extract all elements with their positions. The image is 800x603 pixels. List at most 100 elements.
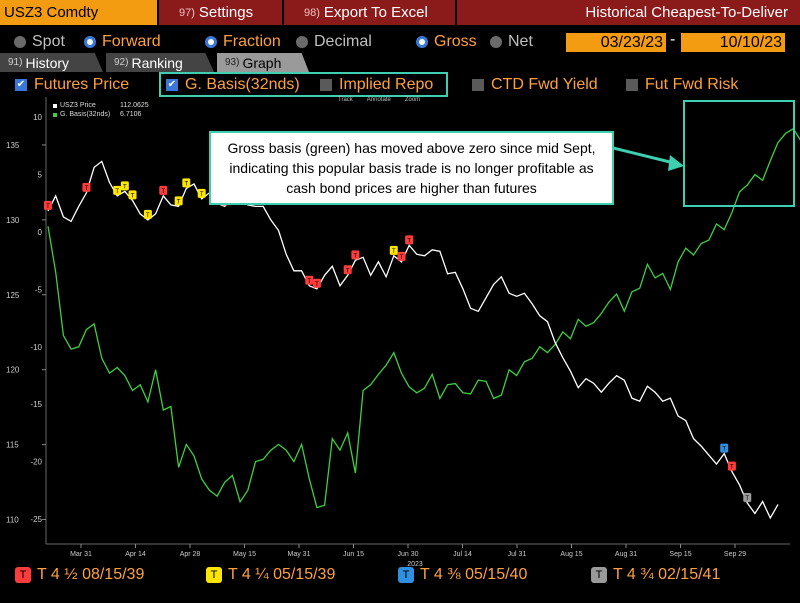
ctd-marker — [143, 209, 152, 219]
function-title-label: Historical Cheapest-To-Deliver — [585, 4, 788, 21]
ctd-marker-label: T — [161, 189, 165, 195]
ctd-chart[interactable]: 110 115 120 125 130 135 10 5 0 -5 -10 -15 -20 -25 Mar … — [0, 97, 800, 567]
radio-net-indicator — [490, 36, 502, 48]
ctd-marker-label: T — [407, 238, 411, 244]
radio-net[interactable]: Net — [490, 31, 533, 53]
settings-button[interactable]: 97) Settings — [157, 0, 282, 25]
basis-tick-label: 5 — [38, 171, 43, 180]
annotation-text: Gross basis (green) has moved above zero… — [227, 140, 596, 196]
ctd-marker — [351, 250, 360, 260]
x-tick-label: Aug 31 — [615, 551, 637, 558]
legend-name: USZ3 Price — [60, 102, 96, 109]
ctd-marker-label: T — [315, 282, 319, 288]
x-tick-label: Apr 28 — [180, 551, 201, 558]
tab-ranking-label: Ranking — [131, 54, 183, 71]
checkbox-ctd-fwd-yield[interactable]: CTD Fwd Yield — [472, 75, 598, 95]
ctd-marker — [405, 235, 414, 245]
annotation-callout: Gross basis (green) has moved above zero… — [209, 131, 614, 205]
export-number: 98) — [304, 6, 320, 19]
x-year-label: 2023 — [407, 561, 423, 567]
radio-decimal[interactable]: Decimal — [296, 31, 372, 53]
radio-gross[interactable]: Gross — [416, 31, 477, 53]
start-date-field[interactable]: 03/23/23 — [566, 33, 666, 52]
legend-value: 112.0625 — [120, 102, 149, 109]
tab-history[interactable]: 91) History — [0, 53, 103, 72]
options-row: Spot Forward Fraction Decimal Gross Net … — [0, 31, 800, 53]
price-tick-label: 130 — [6, 216, 20, 225]
export-label: Export To Excel — [323, 4, 428, 21]
radio-forward[interactable]: Forward — [84, 31, 161, 53]
checkbox-implied-repo[interactable]: Implied Repo — [320, 75, 433, 95]
security-ticker[interactable]: USZ3 Comdty — [0, 0, 157, 25]
settings-label: Settings — [198, 4, 254, 21]
radio-gross-label: Gross — [434, 33, 477, 50]
export-to-excel-button[interactable]: 98) Export To Excel — [282, 0, 455, 25]
settings-number: 97) — [179, 6, 195, 19]
x-tick-label: Aug 15 — [560, 551, 582, 558]
ctd-marker-label: T — [46, 204, 50, 210]
radio-forward-indicator — [84, 36, 96, 48]
ctd-marker-label: T — [307, 279, 311, 285]
price-tick-label: 125 — [6, 291, 20, 300]
checkbox-gross-basis[interactable]: ✔ G. Basis(32nds) — [166, 75, 300, 95]
ctd-marker-label: T — [146, 213, 150, 219]
bond-legend-name: T 4 ⅜ 05/15/40 — [420, 566, 528, 583]
x-tick-label: Jun 15 — [343, 551, 364, 558]
checkbox-gross-basis-label: G. Basis(32nds) — [185, 76, 300, 93]
unchecked-box-icon — [320, 79, 332, 91]
basis-tick-label: 10 — [33, 113, 42, 122]
ctd-marker-label: T — [722, 447, 726, 453]
basis-tick-label: -25 — [30, 515, 42, 524]
legend-value: 6.7106 — [120, 111, 142, 118]
ctd-marker — [312, 278, 321, 288]
ctd-marker-label: T — [85, 186, 89, 192]
basis-tick-label: -15 — [30, 400, 42, 409]
ctd-marker — [305, 275, 314, 285]
check-icon: ✔ — [15, 79, 27, 91]
checkbox-fut-fwd-risk[interactable]: Fut Fwd Risk — [626, 75, 738, 95]
checkbox-fut-fwd-risk-label: Fut Fwd Risk — [645, 76, 739, 93]
ctd-marker — [174, 196, 183, 206]
legend-entry-price: USZ3 Price 112.0625 — [53, 101, 149, 110]
radio-decimal-label: Decimal — [314, 33, 372, 50]
toolbar-annotate-button[interactable]: Annotate — [366, 97, 391, 103]
ctd-marker — [182, 178, 191, 188]
radio-net-label: Net — [508, 33, 533, 50]
check-icon: ✔ — [166, 79, 178, 91]
chart-canvas[interactable]: 110 115 120 125 130 135 10 5 0 -5 -10 -15 -20 -25 Mar … — [0, 97, 800, 567]
legend-entry-basis: G. Basis(32nds) 6.7106 — [53, 110, 149, 119]
security-ticker-label: USZ3 Comdty — [4, 4, 99, 21]
annotation-highlight-box — [683, 100, 795, 207]
chart-legend: USZ3 Price 112.0625 G. Basis(32nds) 6.71… — [53, 101, 149, 119]
ctd-marker — [44, 200, 52, 210]
basis-series-line — [47, 127, 800, 509]
bond-legend-name: T 4 ¼ 05/15/39 — [228, 566, 336, 583]
tab-history-label: History — [25, 54, 70, 71]
ctd-marker-label: T — [745, 496, 749, 502]
tab-ranking[interactable]: 92) Ranking — [106, 53, 214, 72]
radio-fraction-indicator — [205, 36, 217, 48]
bond-legend-item: T T 4 ½ 08/15/39 — [15, 565, 144, 585]
tab-graph[interactable]: 93) Graph — [217, 53, 309, 72]
ctd-marker-label: T — [123, 184, 127, 190]
checkbox-futures-price[interactable]: ✔ Futures Price — [15, 75, 129, 95]
legend-swatch — [53, 112, 57, 117]
x-tick-label: Apr 14 — [125, 551, 146, 558]
ctd-marker — [389, 245, 398, 255]
radio-spot[interactable]: Spot — [14, 31, 65, 53]
ctd-marker — [343, 265, 352, 275]
ctd-marker — [720, 443, 729, 453]
ctd-marker-label: T — [400, 255, 404, 261]
bond-legend-name: T 4 ½ 08/15/39 — [37, 566, 145, 583]
radio-spot-label: Spot — [32, 33, 65, 50]
radio-forward-label: Forward — [102, 33, 161, 50]
toolbar-zoom-button[interactable]: Zoom — [404, 97, 421, 103]
ctd-marker-label: T — [392, 249, 396, 255]
end-date-field[interactable]: 10/10/23 — [681, 33, 785, 52]
series-toggle-row: ✔ Futures Price ✔ G. Basis(32nds) Implie… — [0, 74, 800, 96]
basis-tick-label: -10 — [30, 343, 42, 352]
radio-fraction[interactable]: Fraction — [205, 31, 281, 53]
toolbar-track-button[interactable]: Track — [338, 97, 353, 103]
bond-marker-icon: T — [398, 567, 414, 583]
price-tick-label: 135 — [6, 141, 20, 150]
